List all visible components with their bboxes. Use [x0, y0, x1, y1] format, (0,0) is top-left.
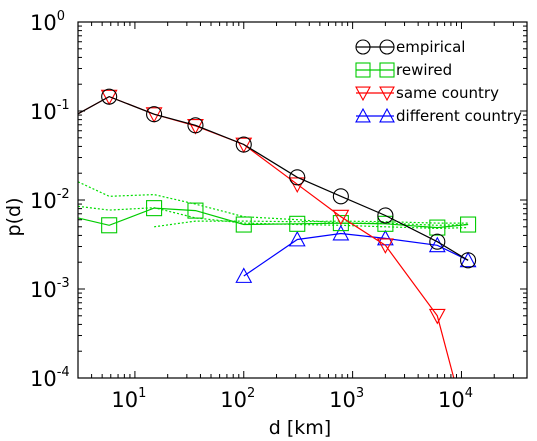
- legend-marker: [379, 62, 395, 78]
- data-point: [101, 88, 118, 105]
- data-point: [235, 136, 252, 153]
- data-point: [332, 209, 350, 226]
- data-point: [376, 238, 394, 254]
- y-tick-label: 100: [30, 9, 65, 35]
- data-point: [101, 217, 118, 234]
- data-point: [332, 188, 349, 205]
- band-line: [78, 205, 469, 230]
- y-tick-label: 10-1: [30, 98, 70, 124]
- series-line: [78, 207, 469, 229]
- x-tick-label: 104: [438, 386, 473, 412]
- x-tick-label: 102: [220, 386, 255, 412]
- series-layer: [78, 88, 477, 378]
- series-rewired: [78, 200, 477, 236]
- legend-marker: [379, 39, 395, 55]
- data-point: [428, 308, 446, 325]
- axis-ticks: [77, 21, 528, 379]
- y-tick-exponent: -2: [57, 187, 70, 202]
- legend-item: same country: [355, 84, 499, 102]
- data-point: [187, 117, 204, 134]
- legend: empirical rewired same country different co…: [355, 38, 522, 125]
- y-tick-label: 10-3: [30, 276, 70, 302]
- y-tick-exponent: -1: [57, 98, 70, 113]
- y-tick-label: 10-4: [30, 365, 70, 391]
- x-tick-exponent: 2: [247, 386, 255, 401]
- legend-marker: [355, 39, 371, 55]
- data-point: [235, 216, 252, 233]
- data-point: [146, 200, 163, 217]
- data-point: [289, 215, 306, 232]
- series-empirical: [78, 88, 477, 269]
- series-line: [78, 95, 455, 378]
- legend-marker: [379, 107, 395, 123]
- x-tick-exponent: 4: [465, 386, 473, 401]
- data-point: [288, 230, 306, 247]
- legend-item: rewired: [355, 61, 452, 79]
- x-tick-labels: 101 102 103 104: [111, 386, 473, 412]
- plot-frame: [77, 21, 528, 379]
- legend-marker: [355, 62, 371, 78]
- x-tick-label: 101: [111, 386, 146, 412]
- legend-label: different country: [396, 107, 522, 125]
- series-same-country: [78, 89, 455, 378]
- legend-item: empirical: [355, 38, 465, 56]
- x-tick-exponent: 1: [138, 386, 146, 401]
- legend-item: different country: [355, 107, 522, 125]
- y-tick-exponent: -3: [57, 276, 70, 291]
- legend-marker: [379, 86, 395, 102]
- data-point: [429, 233, 446, 250]
- data-point: [187, 202, 204, 219]
- x-tick-exponent: 3: [356, 386, 364, 401]
- data-point: [429, 219, 446, 236]
- legend-label: rewired: [396, 61, 452, 79]
- series-line: [78, 95, 469, 261]
- x-axis-label: d [km]: [269, 417, 331, 439]
- data-point: [377, 215, 394, 232]
- data-point: [146, 106, 163, 123]
- y-axis-label: p(d): [3, 198, 25, 237]
- data-point: [288, 177, 306, 193]
- data-point: [459, 251, 477, 268]
- data-point: [460, 252, 477, 269]
- data-point: [377, 207, 394, 224]
- data-point: [235, 267, 253, 283]
- legend-marker: [355, 107, 371, 123]
- data-point: [332, 215, 349, 232]
- band-line: [154, 220, 469, 228]
- data-point: [235, 137, 253, 154]
- x-tick-label: 103: [329, 386, 364, 412]
- legend-label: empirical: [396, 38, 465, 56]
- legend-label: same country: [396, 84, 499, 102]
- data-point: [460, 216, 477, 233]
- data-point: [428, 236, 446, 253]
- band-line: [78, 181, 469, 226]
- y-tick-label: 10-2: [30, 187, 70, 213]
- data-point: [100, 89, 118, 106]
- legend-marker: [355, 86, 371, 102]
- data-point: [289, 169, 306, 186]
- y-tick-exponent: 0: [57, 9, 65, 24]
- y-tick-labels: 100 10-1 10-2 10-3 10-4: [30, 9, 70, 391]
- band-lines: [78, 181, 469, 230]
- data-point: [332, 224, 350, 241]
- y-tick-exponent: -4: [57, 365, 70, 380]
